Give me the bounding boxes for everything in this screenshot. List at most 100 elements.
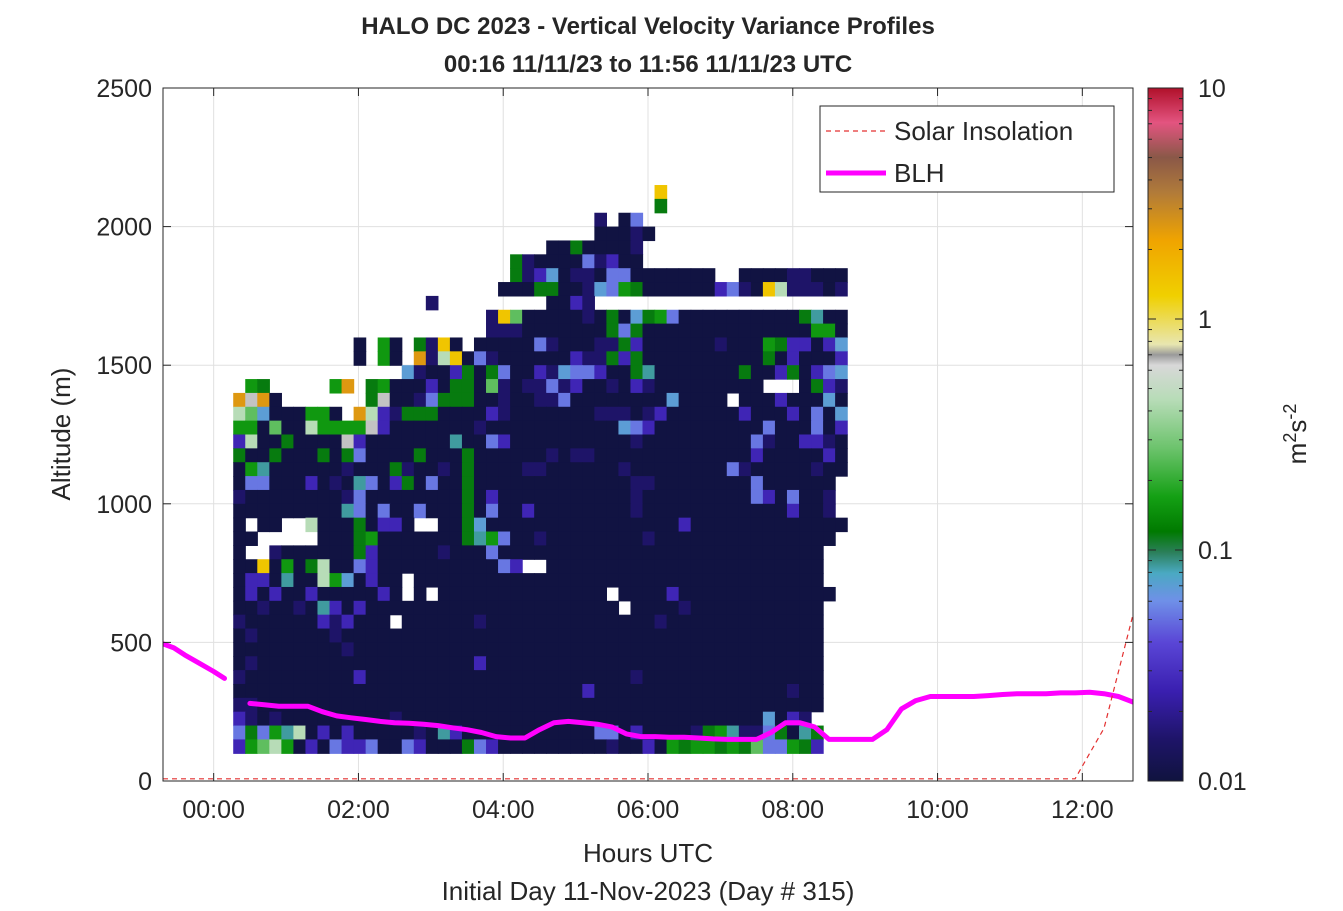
heatmap-cell	[690, 545, 704, 560]
heatmap-cell	[401, 448, 415, 463]
heatmap-cell	[762, 392, 776, 408]
heatmap-cell	[389, 586, 403, 602]
heatmap-cell	[702, 420, 716, 436]
heatmap-cell	[750, 739, 764, 754]
heatmap-cell	[281, 683, 295, 699]
heatmap-cell	[353, 573, 367, 588]
heatmap-cell	[377, 600, 391, 616]
heatmap-cell	[437, 656, 451, 671]
heatmap-cell	[281, 573, 295, 588]
heatmap-cell	[738, 323, 752, 339]
heatmap-cell	[377, 379, 391, 394]
heatmap-cell	[690, 711, 704, 727]
heatmap-cell	[437, 545, 451, 560]
heatmap-cell	[510, 476, 523, 491]
heatmap-cell	[341, 420, 355, 436]
heatmap-cell	[811, 309, 824, 325]
heatmap-cell	[726, 309, 740, 325]
heatmap-cell	[678, 614, 692, 630]
heatmap-cell	[233, 517, 246, 533]
heatmap-cell	[750, 420, 764, 436]
heatmap-cell	[498, 476, 511, 491]
heatmap-cell	[245, 711, 258, 727]
heatmap-cell	[522, 614, 535, 630]
heatmap-cell	[401, 406, 415, 422]
heatmap-cell	[678, 268, 692, 283]
heatmap-cell	[473, 670, 487, 685]
heatmap-cell	[762, 323, 776, 339]
heatmap-cell	[654, 697, 668, 713]
heatmap-cell	[461, 462, 475, 477]
heatmap-cell	[425, 503, 439, 519]
heatmap-cell	[558, 434, 571, 449]
heatmap-cell	[389, 683, 403, 699]
heatmap-cell	[654, 586, 668, 602]
heatmap-cell	[823, 323, 836, 339]
heatmap-cell	[353, 614, 367, 630]
heatmap-cell	[618, 462, 632, 477]
heatmap-cell	[510, 309, 523, 325]
solar-insolation-line	[163, 614, 1133, 780]
heatmap-cell	[582, 739, 595, 754]
heatmap-cell	[341, 462, 355, 477]
heatmap-cell	[449, 531, 463, 546]
heatmap-cell	[606, 406, 620, 422]
heatmap-cell	[558, 586, 571, 602]
heatmap-cell	[389, 725, 403, 741]
heatmap-cell	[401, 392, 415, 408]
heatmap-cell	[546, 406, 559, 422]
heatmap-cell	[811, 642, 824, 657]
heatmap-cell	[365, 683, 379, 699]
heatmap-cell	[678, 282, 692, 297]
heatmap-cell	[233, 531, 246, 546]
heatmap-cell	[377, 670, 391, 685]
y-tick-label: 2500	[96, 75, 152, 103]
heatmap-cell	[738, 420, 752, 436]
heatmap-cell	[257, 489, 270, 505]
heatmap-cell	[317, 642, 331, 657]
heatmap-cell	[811, 628, 824, 643]
heatmap-cell	[642, 323, 656, 339]
heatmap-cell	[714, 531, 728, 546]
heatmap-cell	[353, 406, 367, 422]
heatmap-cell	[353, 642, 367, 657]
heatmap-cell	[714, 434, 728, 449]
heatmap-cell	[823, 489, 836, 505]
heatmap-cell	[690, 351, 704, 366]
heatmap-cell	[750, 282, 764, 297]
heatmap-cell	[449, 628, 463, 643]
heatmap-cell	[233, 656, 246, 671]
heatmap-cell	[654, 573, 668, 588]
heatmap-cell	[329, 683, 343, 699]
heatmap-cell	[750, 309, 764, 325]
heatmap-cell	[690, 559, 704, 574]
heatmap-cell	[257, 406, 270, 422]
heatmap-cell	[774, 282, 788, 297]
heatmap-cell	[786, 670, 800, 685]
heatmap-cell	[823, 406, 836, 422]
heatmap-cell	[666, 392, 680, 408]
heatmap-cell	[618, 240, 632, 255]
heatmap-cell	[835, 309, 848, 325]
heatmap-cell	[233, 586, 246, 602]
heatmap-cell	[425, 559, 439, 574]
heatmap-cell	[461, 434, 475, 449]
heatmap-cell	[522, 586, 535, 602]
y-tick-label: 500	[110, 629, 152, 657]
heatmap-cell	[534, 379, 547, 394]
heatmap-cell	[257, 559, 270, 574]
heatmap-cell	[473, 531, 487, 546]
heatmap-cell	[774, 559, 788, 574]
heatmap-cell	[630, 448, 644, 463]
heatmap-cell	[726, 365, 740, 380]
heatmap-cell	[678, 462, 692, 477]
heatmap-cell	[714, 323, 728, 339]
colorbar-label: m2s-2	[1280, 404, 1312, 465]
heatmap-cell	[558, 656, 571, 671]
heatmap-cell	[642, 392, 656, 408]
heatmap-cell	[365, 725, 379, 741]
heatmap-cell	[534, 683, 547, 699]
heatmap-cell	[269, 503, 282, 519]
heatmap-cell	[582, 656, 595, 671]
heatmap-cell	[317, 489, 331, 505]
